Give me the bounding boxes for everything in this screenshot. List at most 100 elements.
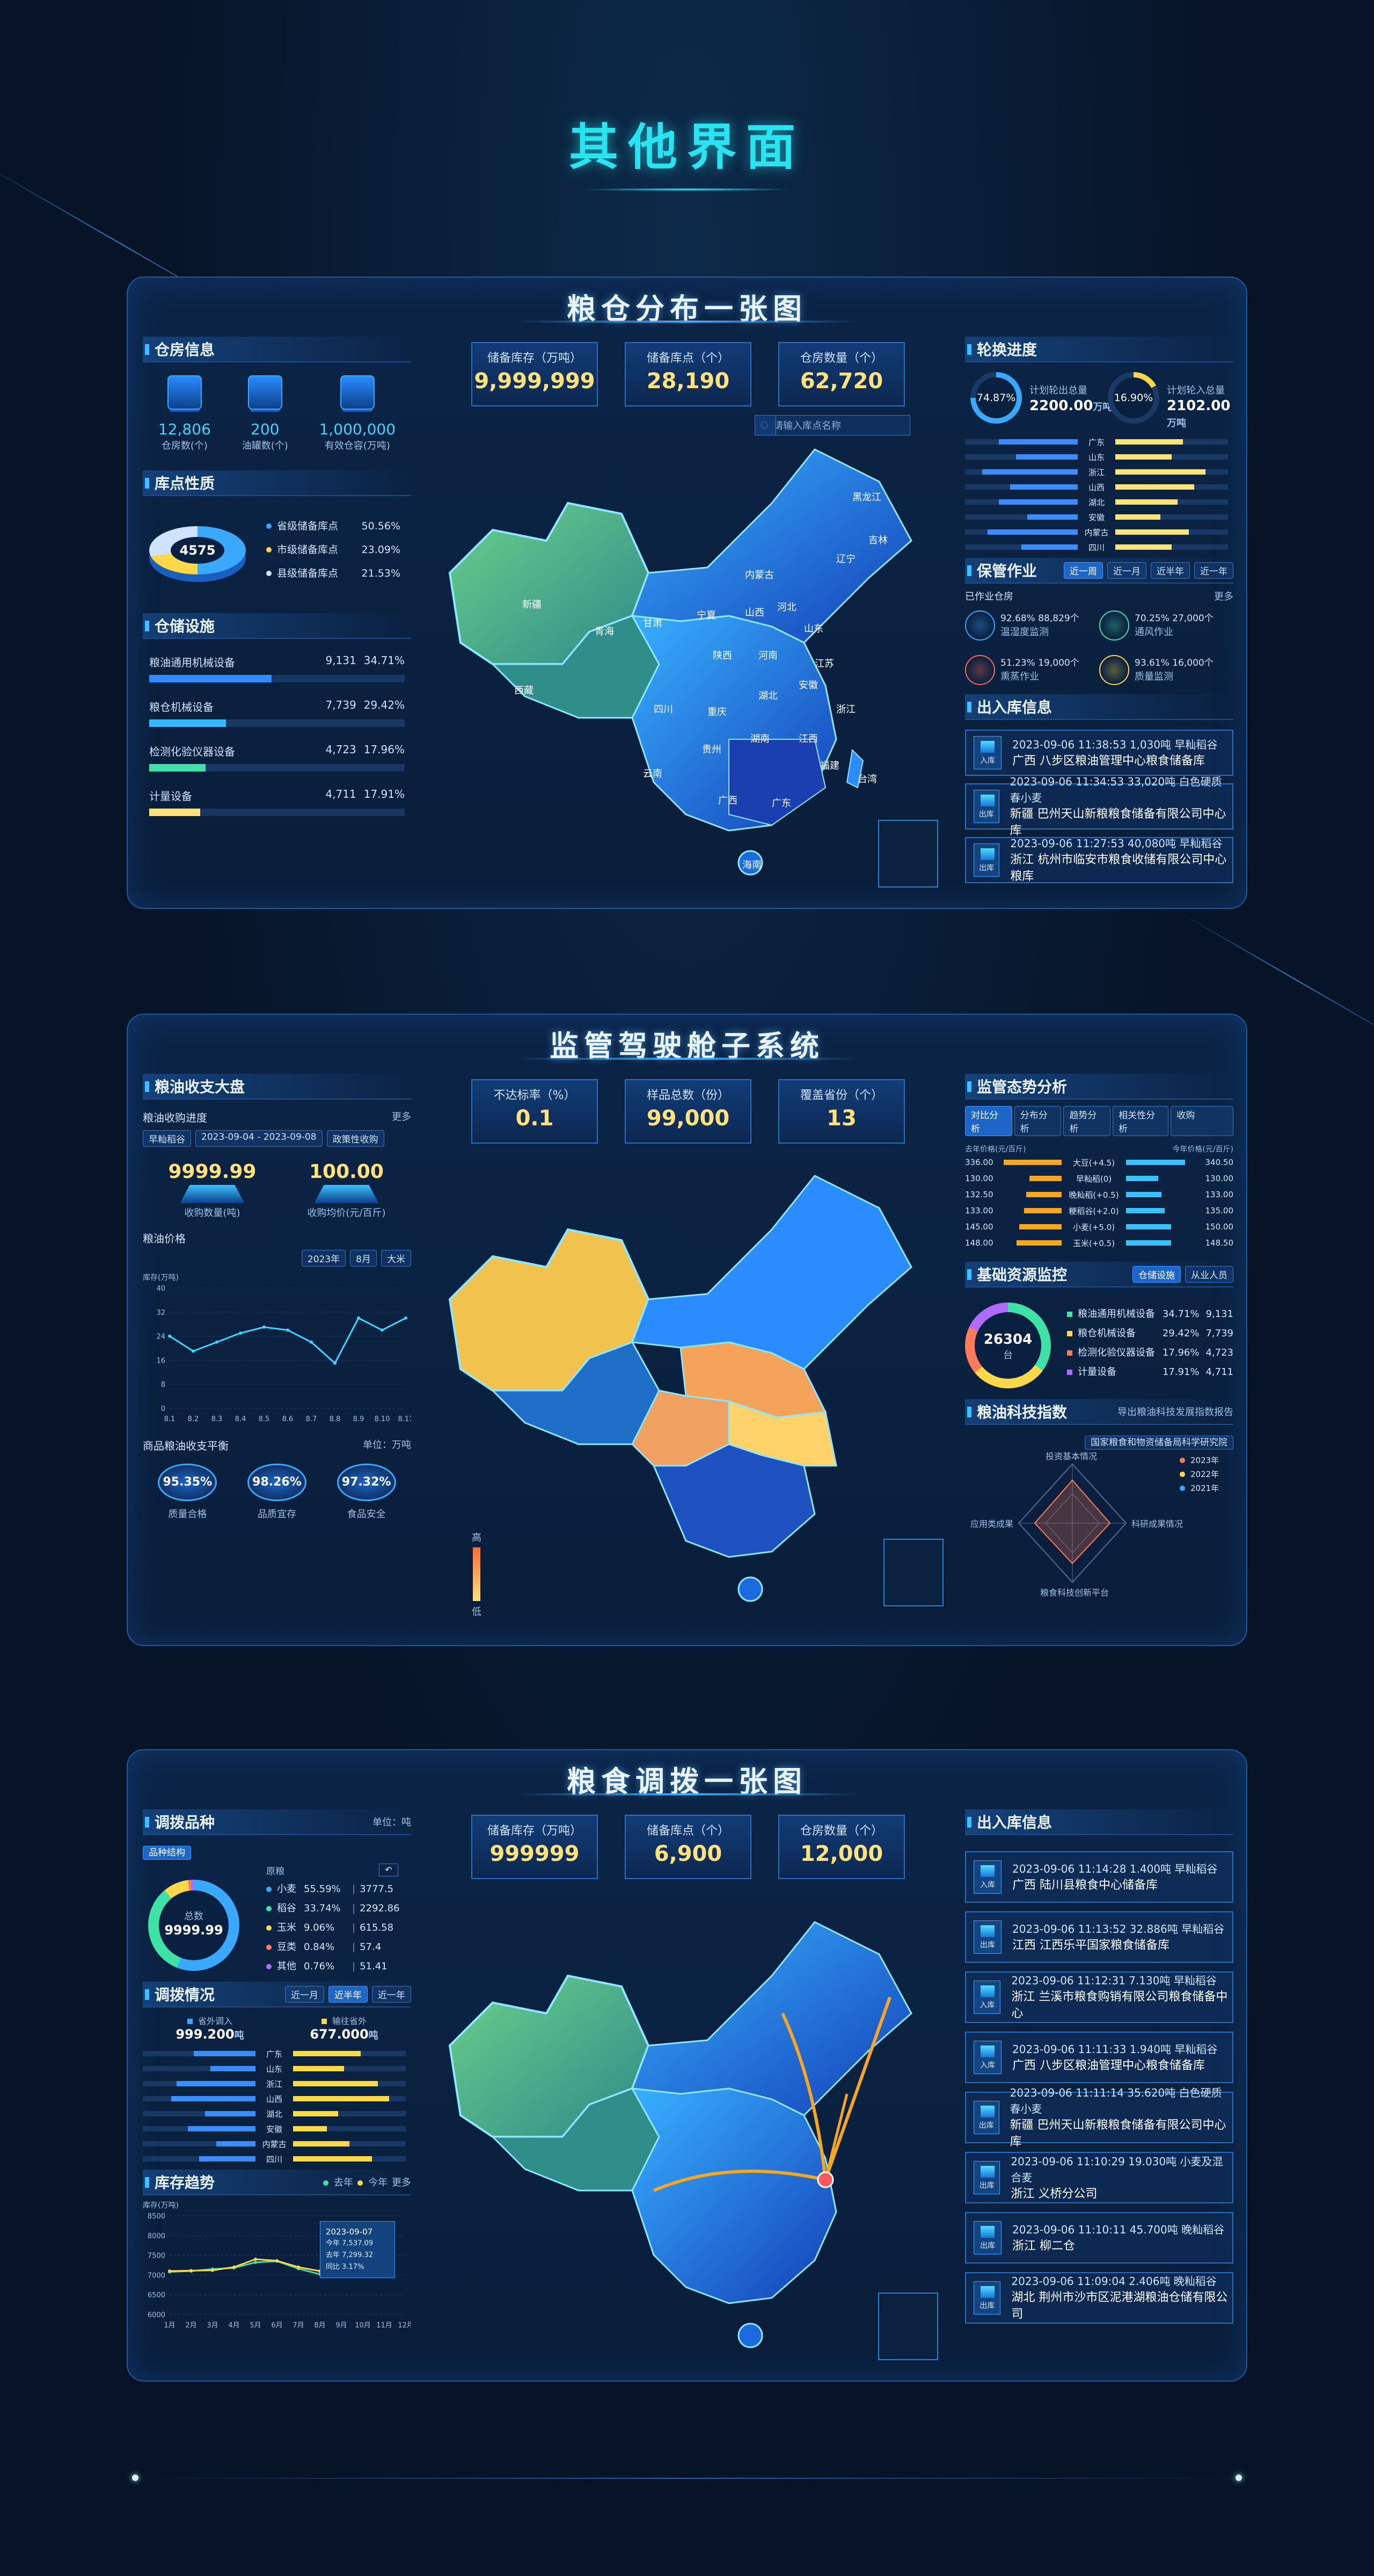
dispatch-out-bar [293,2051,361,2056]
tab-staff[interactable]: 从业人员 [1185,1265,1233,1283]
last-price: 336.00 [965,1158,993,1167]
x-tick-label: 4月 [228,2322,239,2330]
policy-select[interactable]: 政策性收购 [326,1130,384,1147]
tab-halfyear[interactable]: 近半年 [328,1985,368,2003]
grain-select[interactable]: 早籼稻谷 [143,1130,191,1147]
storage-label: 通风作业 [1135,626,1173,638]
stat-box: 覆盖省份（个） 13 [778,1079,905,1144]
date-range-picker[interactable]: 2023-09-04 - 2023-09-08 [195,1130,323,1147]
io-card[interactable]: 入库 2023-09-06 11:12:31 7.130吨 早籼稻谷 浙江 兰溪市粮… [965,1971,1233,2023]
search-input[interactable]: 请输入库点名称 [773,420,841,432]
more-link[interactable]: 更多 [392,1111,411,1123]
x-tick-label: 10月 [355,2322,371,2330]
tab-correlation[interactable]: 相关性分析 [1113,1106,1169,1136]
io-card[interactable]: 入库 2023-09-06 11:11:33 1.940吨 早籼稻谷 广西 八步区粮… [965,2032,1233,2083]
oil-tank-icon [247,375,282,410]
y-tick-label: 32 [156,1309,165,1317]
footer-line [134,2478,1240,2479]
stat-value: 1,000,000 [319,420,396,438]
tab-year[interactable]: 近一年 [1194,562,1233,579]
last-price: 130.00 [965,1174,993,1183]
io-line1: 2023-09-06 11:10:29 19.030吨 小麦及混合麦 [1011,2155,1223,2184]
rotation-row: 湖北 [965,494,1233,510]
tab-compare[interactable]: 对比分析 [965,1106,1012,1136]
south-sea-inset [878,820,938,887]
rotation-in-bar [1115,499,1178,505]
io-card[interactable]: 出库 2023-09-06 11:11:14 35.620吨 白色硬质春小麦 新疆 … [965,2086,1233,2149]
axis-label: 库存(万吨) [143,2201,179,2210]
storage-label: 温湿度监测 [1000,626,1049,638]
section-title: 轮换进度 [965,337,1233,362]
tab-month[interactable]: 近一月 [285,1985,324,2003]
io-line2: 浙江 兰溪市粮食购销有限公司粮食储备中心 [1011,1990,1228,2020]
io-card[interactable]: 出库 2023-09-06 11:27:53 40,080吨 早籼稻谷 浙江 杭州市… [965,837,1233,883]
trend-row: 336.00 大豆(+4.5) 340.50 [965,1154,1233,1170]
back-icon[interactable]: ↶ [379,1864,398,1876]
institute-select[interactable]: 国家粮食和物资储备局科学研究院 [1085,1436,1233,1450]
x-tick-label: 8.2 [188,1415,199,1423]
province-label: 湖北 [266,2109,282,2119]
map-label: 吉林 [868,535,888,546]
stat-value: 999999 [489,1842,580,1866]
section-title: 仓房信息 [143,337,411,362]
more-link[interactable]: 更多 [392,2177,411,2188]
china-heat-map[interactable] [428,1165,944,1621]
left-column: 调拨品种 单位：吨 品种结构 总数 9999.99 原粮 ↶ 小麦 55.59% | 37… [143,1809,414,2336]
rotation-in-bar [1115,529,1189,535]
month-select[interactable]: 8月 [350,1250,377,1267]
legend-this-year: 今年 [368,2177,388,2188]
this-price: 150.00 [1205,1222,1234,1232]
list-view-icon[interactable] [755,415,776,435]
io-card[interactable]: 出库 2023-09-06 11:34:53 33,020吨 白色硬质春小麦 新疆 … [965,775,1233,838]
tab-facility[interactable]: 仓储设施 [1132,1265,1181,1283]
y-tick-label: 40 [156,1285,165,1293]
io-card[interactable]: 出库 2023-09-06 11:13:52 32.886吨 早籼稻谷 江西 江西乐… [965,1911,1233,1963]
io-card[interactable]: 入库 2023-09-06 11:14:28 1.400吨 早籼稻谷 广西 陆川县粮… [965,1851,1233,1903]
rotation-out-bar [982,469,1078,475]
grain-type-select[interactable]: 大米 [381,1250,411,1267]
rotation-out-bar [1015,454,1078,460]
this-price: 130.00 [1205,1174,1234,1183]
tab-halfyear[interactable]: 近半年 [1151,562,1190,579]
map-label: 湖南 [750,733,770,745]
tab-distribution[interactable]: 分布分析 [1014,1106,1062,1136]
sub-title: 商品粮油收支平衡 [143,1439,229,1452]
search-box[interactable]: 请输入库点名称 [755,415,910,435]
io-list: 入库 2023-09-06 11:38:53 1,030吨 早籼稻谷 广西 八步区粮… [965,730,1233,883]
heat-legend-bar [473,1547,480,1601]
province-label: 浙江 [1088,467,1105,477]
x-tick-label: 8.6 [282,1415,294,1423]
export-link[interactable]: 导出粮油科技发展指数报告 [1117,1407,1233,1418]
rotation-row: 山东 [965,449,1233,464]
tab-year[interactable]: 近一年 [372,1985,411,2003]
stat-box: 不达标率（%） 0.1 [471,1079,598,1144]
io-card[interactable]: 出库 2023-09-06 11:10:11 45.700吨 晚籼稻谷 浙江 柳二仓 [965,2212,1233,2264]
tab-trend[interactable]: 趋势分析 [1063,1106,1111,1136]
section-title: 调拨品种 单位：吨 [143,1809,411,1835]
rotation-row: 广东 [965,434,1233,449]
type-select[interactable]: 收购 [1171,1106,1233,1136]
sub-title: 粮油收购进度 [143,1111,207,1124]
io-card[interactable]: 入库 2023-09-06 11:38:53 1,030吨 早籼稻谷 广西 八步区粮… [965,730,1233,776]
tab-variety-structure[interactable]: 品种结构 [143,1846,191,1860]
china-map[interactable]: 新疆 西藏 青海 甘肃 内蒙古 黑龙江 吉林 辽宁 山西 河北 山东 宁夏 陕西… [428,439,944,895]
more-link[interactable]: 更多 [1214,591,1233,602]
china-dispatch-map[interactable] [428,1911,944,2368]
data-point [254,2260,257,2264]
tooltip-row: 今年 7,537.09 [326,2239,374,2247]
dispatch-out-bar [293,2126,327,2131]
rotation-out-bar [999,499,1078,505]
rotation-out-pct: 74.87% [976,377,1017,418]
io-line1: 2023-09-06 11:12:31 7.130吨 早籼稻谷 [1011,1974,1217,1987]
facility-num: 9,131 [325,654,356,667]
io-card[interactable]: 出库 2023-09-06 11:10:29 19.030吨 小麦及混合麦 浙江 义… [965,2152,1233,2203]
io-card[interactable]: 出库 2023-09-06 11:09:04 2.406吨 晚籼稻谷 湖北 荆州市沙… [965,2272,1233,2324]
io-line1: 2023-09-06 11:11:14 35.620吨 白色硬质春小麦 [1010,2086,1222,2115]
year-select[interactable]: 2023年 [301,1250,346,1267]
stat-value: 6,900 [654,1842,722,1866]
dispatch-in-bar [193,2051,255,2056]
io-line2: 浙江 杭州市临安市粮食收储有限公司中心粮库 [1010,853,1227,883]
io-tag-icon: 出库 [974,2101,999,2134]
tab-month[interactable]: 近一月 [1107,562,1146,579]
tab-week[interactable]: 近一周 [1064,562,1103,579]
